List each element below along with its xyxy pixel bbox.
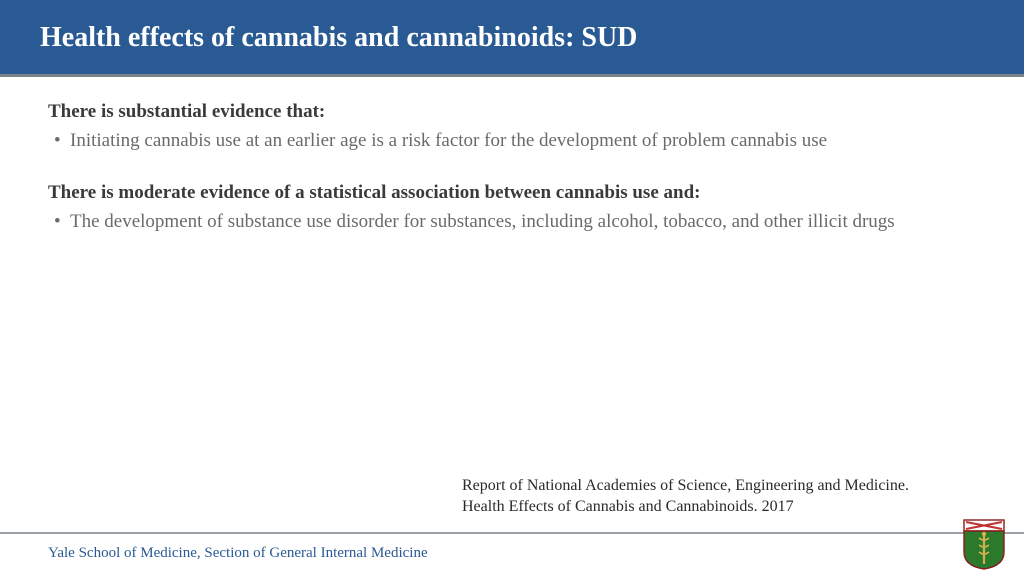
- list-item: The development of substance use disorde…: [48, 210, 976, 235]
- section-substantial: There is substantial evidence that: Init…: [48, 101, 976, 154]
- citation-line: Health Effects of Cannabis and Cannabino…: [462, 497, 984, 518]
- citation-line: Report of National Academies of Science,…: [462, 476, 984, 497]
- bullet-list: The development of substance use disorde…: [48, 210, 976, 235]
- slide-title: Health effects of cannabis and cannabino…: [40, 22, 984, 54]
- content-area: There is substantial evidence that: Init…: [0, 77, 1024, 234]
- section-heading: There is substantial evidence that:: [48, 101, 976, 123]
- section-heading: There is moderate evidence of a statisti…: [48, 182, 976, 204]
- citation-block: Report of National Academies of Science,…: [462, 476, 984, 518]
- header-band: Health effects of cannabis and cannabino…: [0, 0, 1024, 77]
- list-item: Initiating cannabis use at an earlier ag…: [48, 129, 976, 154]
- footer-rule: [0, 532, 1024, 534]
- bullet-list: Initiating cannabis use at an earlier ag…: [48, 129, 976, 154]
- section-moderate: There is moderate evidence of a statisti…: [48, 182, 976, 235]
- footer-text: Yale School of Medicine, Section of Gene…: [48, 545, 428, 562]
- institution-shield-icon: [962, 518, 1006, 570]
